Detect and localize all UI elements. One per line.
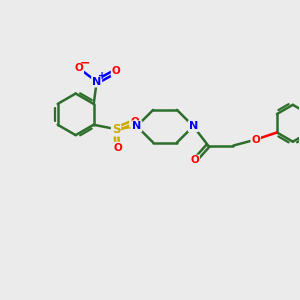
Text: O: O bbox=[190, 155, 199, 165]
Text: S: S bbox=[112, 123, 120, 136]
Text: O: O bbox=[251, 135, 260, 145]
Text: N: N bbox=[92, 76, 101, 87]
Text: O: O bbox=[130, 117, 139, 127]
Text: −: − bbox=[80, 56, 91, 69]
Text: N: N bbox=[189, 121, 198, 131]
Text: +: + bbox=[98, 71, 106, 81]
Text: N: N bbox=[132, 121, 141, 131]
Text: O: O bbox=[74, 63, 83, 73]
Text: O: O bbox=[113, 142, 122, 153]
Text: O: O bbox=[112, 66, 120, 76]
